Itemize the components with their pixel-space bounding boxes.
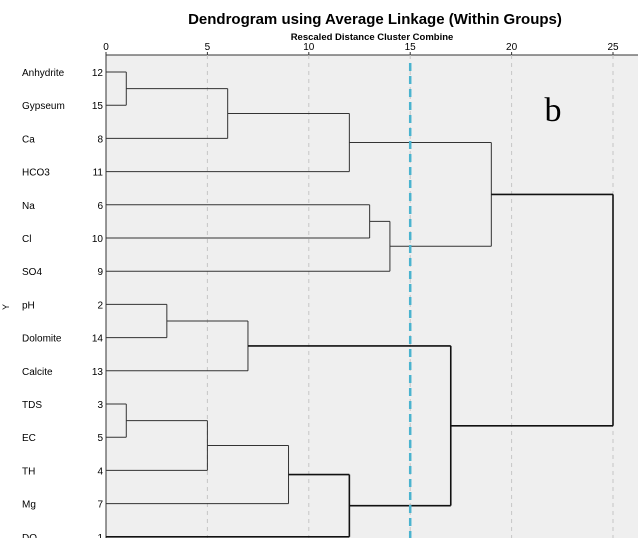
leaf-label: HCO3 (22, 168, 50, 179)
leaf-id: 4 (97, 466, 103, 477)
grid-lines (105, 55, 614, 538)
side-mark: Y (1, 304, 11, 310)
leaf-id: 11 (93, 168, 104, 179)
tick-label: 10 (303, 42, 315, 53)
leaf-label: DO (22, 533, 37, 538)
leaf-label: Na (22, 201, 35, 212)
leaf-id: 15 (92, 101, 104, 112)
leaf-label: SO4 (22, 267, 42, 278)
chart-subtitle: Rescaled Distance Cluster Combine (291, 32, 454, 43)
tick-label: 15 (405, 42, 417, 53)
dendrogram-tree (106, 71, 614, 538)
leaf-id: 9 (97, 267, 103, 278)
leaf-id: 8 (97, 134, 103, 145)
tick-label: 0 (103, 42, 109, 53)
leaf-id: 3 (97, 400, 103, 411)
leaf-label: Gypseum (22, 101, 65, 112)
tick-label: 5 (205, 42, 211, 53)
tick-label: 20 (506, 42, 518, 53)
leaf-label: Cl (22, 234, 31, 245)
tick-label: 25 (607, 42, 619, 53)
leaf-id: 2 (97, 300, 103, 311)
leaf-id: 13 (92, 367, 104, 378)
leaf-label: TH (22, 466, 35, 477)
leaf-label: Calcite (22, 367, 53, 378)
leaf-label: Dolomite (22, 334, 62, 345)
leaf-label: pH (22, 300, 35, 311)
leaf-label: Ca (22, 134, 35, 145)
leaf-id: 14 (92, 334, 104, 345)
plot-background (106, 55, 638, 538)
leaf-label: Mg (22, 500, 36, 511)
chart-title: Dendrogram using Average Linkage (Within… (188, 11, 562, 28)
leaf-label: EC (22, 433, 36, 444)
leaf-label: TDS (22, 400, 42, 411)
leaf-id: 1 (97, 533, 103, 538)
leaf-label: Anhydrite (22, 68, 65, 79)
leaf-id: 10 (92, 234, 104, 245)
leaf-id: 12 (92, 68, 104, 79)
x-axis-ticks: 0 5 10 15 20 25 (103, 42, 619, 55)
leaf-id: 7 (97, 500, 103, 511)
leaf-id: 6 (97, 201, 103, 212)
leaf-id: 5 (97, 433, 103, 444)
panel-label: b (545, 92, 562, 129)
